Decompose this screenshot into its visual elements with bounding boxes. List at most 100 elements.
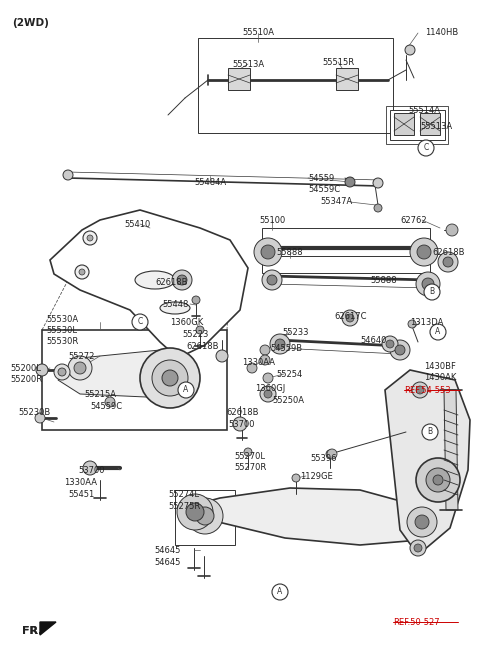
Circle shape (416, 386, 424, 394)
Text: REF.50-527: REF.50-527 (393, 618, 440, 627)
Circle shape (346, 314, 354, 322)
Text: 54559C: 54559C (90, 402, 122, 411)
Circle shape (233, 417, 247, 431)
Text: 1313DA: 1313DA (410, 318, 444, 327)
Circle shape (390, 340, 410, 360)
Circle shape (405, 45, 415, 55)
Text: 1360GK: 1360GK (170, 318, 203, 327)
Circle shape (416, 458, 460, 502)
Text: 55888: 55888 (276, 248, 303, 257)
Text: B: B (427, 428, 432, 437)
Text: 55223: 55223 (182, 330, 208, 339)
Circle shape (443, 257, 453, 267)
Polygon shape (444, 390, 458, 510)
Text: 62762: 62762 (400, 216, 427, 225)
Bar (394, 113, 414, 135)
Bar (42, 330, 227, 430)
Text: 55250A: 55250A (272, 396, 304, 405)
Circle shape (247, 363, 257, 373)
Circle shape (430, 324, 446, 340)
Circle shape (345, 177, 355, 187)
Circle shape (263, 373, 273, 383)
Text: 55530L: 55530L (46, 326, 77, 335)
Text: 55233: 55233 (282, 328, 309, 337)
Circle shape (87, 235, 93, 241)
Circle shape (35, 413, 45, 423)
Circle shape (426, 468, 450, 492)
Circle shape (422, 424, 438, 440)
Circle shape (275, 339, 285, 349)
Text: A: A (435, 327, 441, 337)
Text: 62618B: 62618B (432, 248, 465, 257)
Circle shape (192, 296, 200, 304)
Text: 55510A: 55510A (242, 28, 274, 37)
Text: 55530R: 55530R (46, 337, 78, 346)
Text: 55448: 55448 (162, 300, 188, 309)
Circle shape (410, 540, 426, 556)
Circle shape (177, 494, 213, 530)
Circle shape (260, 345, 270, 355)
Circle shape (382, 336, 398, 352)
Circle shape (446, 224, 458, 236)
Ellipse shape (160, 302, 190, 314)
Circle shape (424, 284, 440, 300)
Text: 54645: 54645 (154, 558, 180, 567)
Text: 62618B: 62618B (155, 278, 188, 287)
Bar (390, 110, 445, 140)
Polygon shape (385, 370, 470, 555)
Polygon shape (40, 622, 56, 635)
Circle shape (416, 272, 440, 296)
Bar (386, 106, 448, 144)
Circle shape (58, 368, 66, 376)
Text: 55254: 55254 (276, 370, 302, 379)
Text: B: B (430, 288, 434, 296)
Circle shape (264, 390, 272, 398)
Text: 55451: 55451 (68, 490, 94, 499)
Text: 55888: 55888 (370, 276, 396, 285)
Bar (336, 68, 358, 90)
Circle shape (270, 334, 290, 354)
Circle shape (438, 252, 458, 272)
Circle shape (63, 170, 73, 180)
Circle shape (386, 340, 394, 348)
Circle shape (412, 382, 428, 398)
Text: 55200R: 55200R (10, 375, 42, 384)
Text: A: A (183, 385, 189, 395)
Bar (228, 68, 250, 90)
Text: 55396: 55396 (310, 454, 336, 463)
Circle shape (216, 350, 228, 362)
Circle shape (408, 320, 416, 328)
Circle shape (177, 275, 187, 285)
Circle shape (196, 326, 204, 334)
Circle shape (418, 140, 434, 156)
Circle shape (68, 356, 92, 380)
Circle shape (407, 507, 437, 537)
Text: 62617C: 62617C (334, 312, 367, 321)
Bar (198, 38, 393, 133)
Circle shape (260, 386, 276, 402)
Circle shape (374, 204, 382, 212)
Circle shape (417, 245, 431, 259)
Text: 55530A: 55530A (46, 315, 78, 324)
Text: FR.: FR. (22, 626, 43, 636)
Text: 1360GJ: 1360GJ (255, 384, 285, 393)
Circle shape (433, 475, 443, 485)
Circle shape (83, 231, 97, 245)
Circle shape (140, 348, 200, 408)
Circle shape (187, 498, 223, 534)
Circle shape (272, 584, 288, 600)
Circle shape (410, 238, 438, 266)
Text: 55230B: 55230B (18, 408, 50, 417)
Text: 53700: 53700 (228, 420, 254, 429)
Text: 1430BF: 1430BF (424, 362, 456, 371)
Polygon shape (190, 488, 430, 545)
Circle shape (422, 278, 434, 290)
Text: 55274L: 55274L (168, 490, 199, 499)
Text: 55513A: 55513A (232, 60, 264, 69)
Text: 54559: 54559 (308, 174, 334, 183)
Circle shape (327, 449, 337, 459)
Text: REF.54-553: REF.54-553 (404, 386, 451, 395)
Text: 55215A: 55215A (84, 390, 116, 399)
Text: 55513A: 55513A (420, 122, 452, 131)
Text: 1330AA: 1330AA (242, 358, 275, 367)
